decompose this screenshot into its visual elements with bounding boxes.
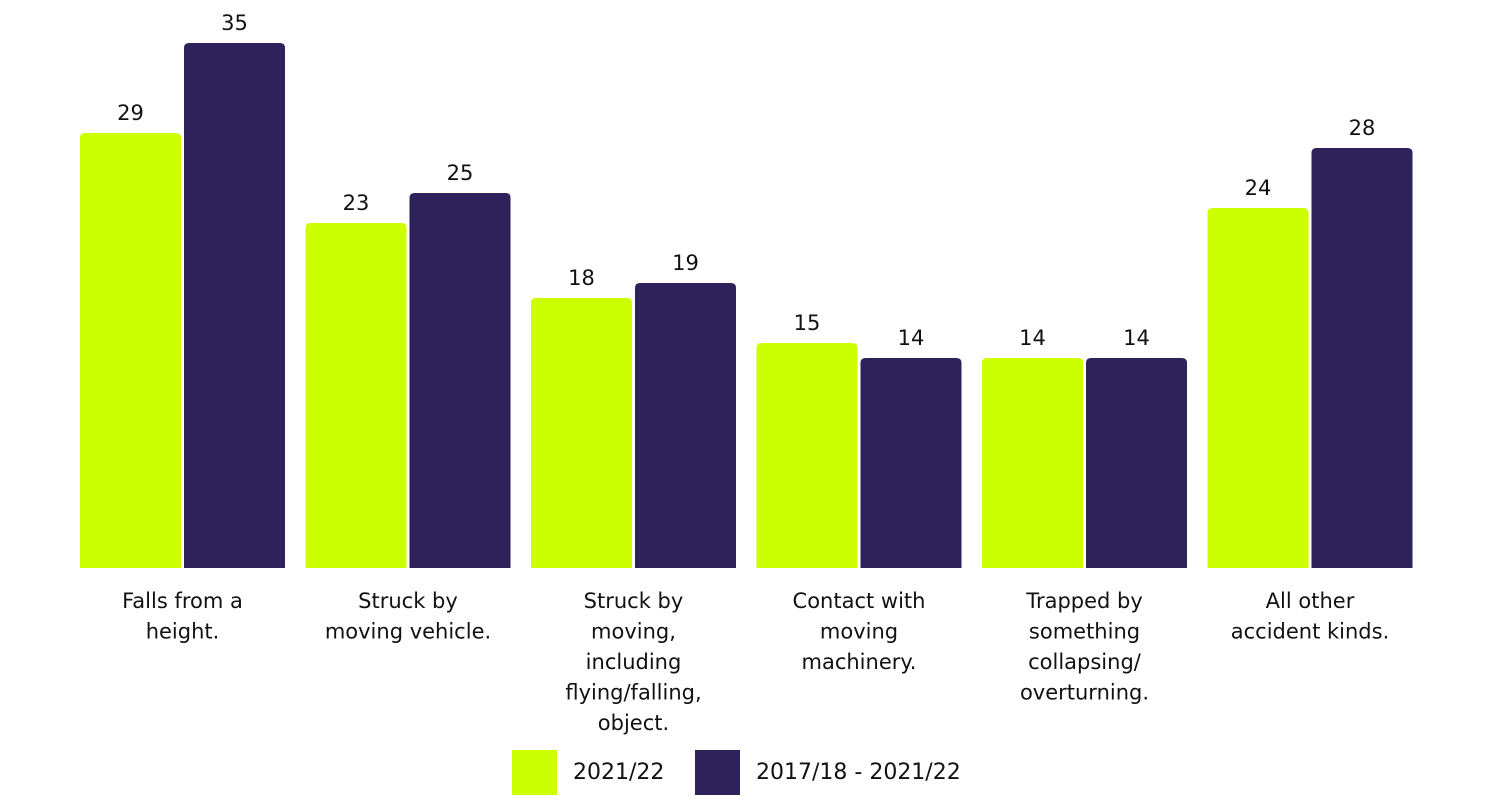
value-label-5-series-0: 24 (1245, 176, 1272, 200)
bar-5-series-1 (1311, 148, 1413, 568)
bar-1-series-1 (409, 193, 511, 568)
bar-0-series-0 (80, 133, 181, 568)
value-label-0-series-0: 29 (117, 101, 144, 125)
legend-label-0: 2021/22 (573, 760, 664, 785)
category-label-2-line-4: object. (598, 711, 669, 735)
value-label-5-series-1: 28 (1349, 116, 1376, 140)
legend-label-1: 2017/18 - 2021/22 (756, 760, 961, 785)
category-label-0-line-1: height. (146, 620, 220, 644)
bar-2-series-0 (531, 298, 632, 568)
bar-4-series-1 (1086, 358, 1187, 568)
value-label-4-series-0: 14 (1019, 326, 1046, 350)
category-label-4-line-0: Trapped by (1025, 589, 1143, 613)
category-label-3-line-0: Contact with (793, 589, 926, 613)
value-label-3-series-1: 14 (898, 326, 925, 350)
bar-1-series-0 (305, 223, 407, 568)
value-labels-layer: 29 35 23 25 18 19 15 14 14 14 24 28 (117, 11, 1375, 350)
bar-3-series-0 (756, 343, 858, 568)
value-label-2-series-1: 19 (672, 251, 699, 275)
legend: 2021/22 2017/18 - 2021/22 (512, 750, 961, 795)
legend-swatch-1 (695, 750, 740, 795)
category-label-5-line-1: accident kinds. (1231, 620, 1390, 644)
value-label-1-series-1: 25 (447, 161, 474, 185)
category-label-4-line-3: overturning. (1020, 681, 1149, 705)
category-label-2-line-3: flying/falling, (565, 681, 701, 705)
value-label-1-series-0: 23 (343, 191, 370, 215)
value-label-0-series-1: 35 (221, 11, 248, 35)
category-label-4-line-2: collapsing/ (1028, 650, 1142, 674)
category-label-2-line-2: including (586, 650, 682, 674)
value-label-3-series-0: 15 (794, 311, 821, 335)
bars-layer (80, 43, 1413, 568)
category-label-2-line-1: moving, (591, 620, 676, 644)
category-labels-layer: Falls from a height. Struck by moving vehic… (122, 589, 1389, 735)
value-label-4-series-1: 14 (1123, 326, 1150, 350)
category-label-5-line-0: All other (1266, 589, 1355, 613)
bar-0-series-1 (184, 43, 285, 568)
category-label-4-line-1: something (1029, 620, 1140, 644)
category-label-3-line-2: machinery. (802, 650, 917, 674)
category-label-3-line-1: moving (820, 620, 898, 644)
bar-4-series-0 (982, 358, 1083, 568)
bar-2-series-1 (635, 283, 736, 568)
category-label-2-line-0: Struck by (584, 589, 684, 613)
category-label-1-line-1: moving vehicle. (325, 620, 491, 644)
value-label-2-series-0: 18 (568, 266, 595, 290)
category-label-1-line-0: Struck by (358, 589, 458, 613)
bar-3-series-1 (860, 358, 962, 568)
bar-5-series-0 (1207, 208, 1309, 568)
category-label-0-line-0: Falls from a (122, 589, 243, 613)
legend-swatch-0 (512, 750, 557, 795)
